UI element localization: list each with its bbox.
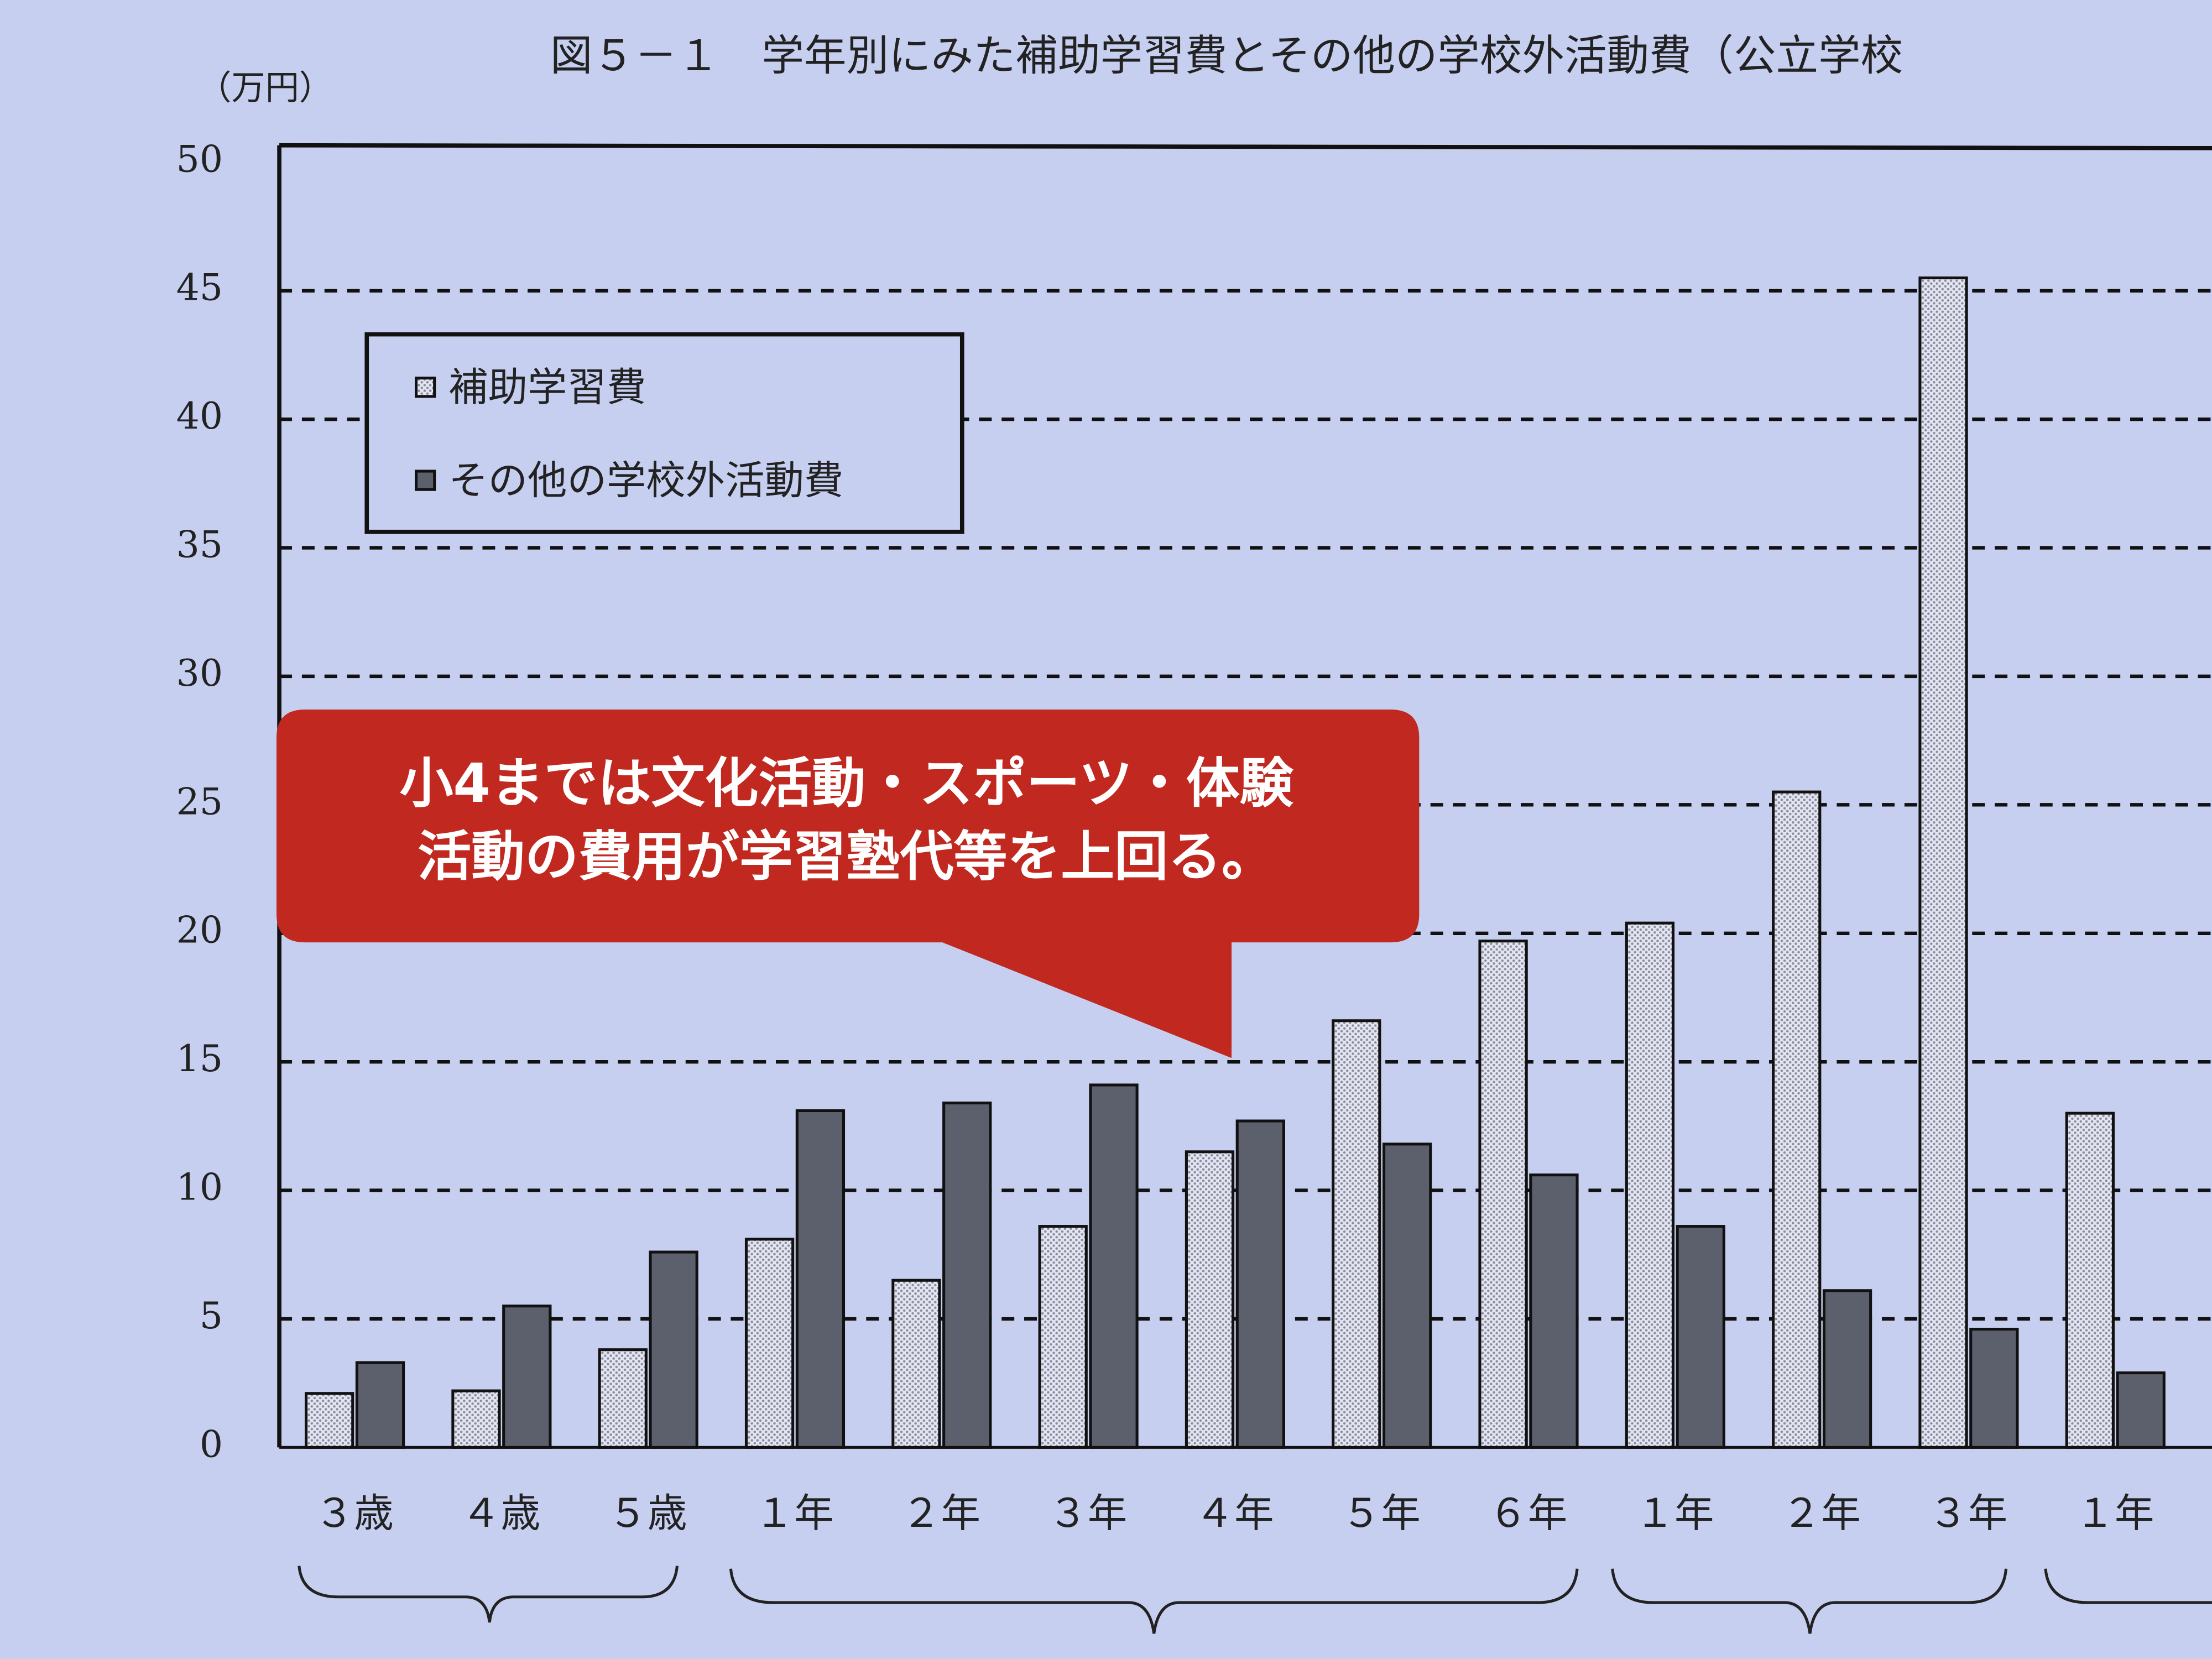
y-tick-label: 5 — [200, 1294, 223, 1337]
y-tick-label: 50 — [176, 137, 223, 180]
legend-label: その他の学校外活動費 — [448, 458, 843, 504]
y-tick-label: 20 — [176, 909, 223, 952]
x-tick-label: １年 — [755, 1490, 834, 1536]
x-tick-label: ３年 — [1928, 1490, 2007, 1536]
x-tick-label: ３年 — [1048, 1490, 1127, 1536]
x-tick-label: ６年 — [1488, 1490, 1567, 1536]
x-tick-label: ４年 — [1195, 1490, 1274, 1536]
group-braces — [298, 1566, 2212, 1634]
x-tick-label: １年 — [2075, 1490, 2154, 1536]
bar — [1625, 921, 1675, 1449]
bar — [1772, 790, 1822, 1449]
bar — [1382, 1142, 1432, 1449]
y-tick-label: 30 — [176, 651, 223, 695]
x-tick-label: ２年 — [901, 1490, 980, 1536]
callout-box — [276, 709, 1420, 1058]
x-tick-label: ５年 — [1342, 1490, 1421, 1536]
bar — [1185, 1150, 1235, 1449]
legend-box — [364, 332, 964, 534]
callout-text: 活動の費用が学習塾代等を上回る。 — [418, 825, 1275, 888]
bar — [451, 1389, 501, 1449]
x-tick-label: ５歳 — [608, 1490, 687, 1536]
y-tick-label: 40 — [176, 394, 223, 437]
x-tick-label: ３歳 — [315, 1490, 394, 1536]
bar — [1235, 1119, 1285, 1449]
bar — [1676, 1225, 1725, 1449]
bar — [502, 1305, 552, 1449]
chart-title: 図５－１ 学年別にみた補助学習費とその他の学校外活動費（公立学校 — [550, 32, 1903, 81]
legend-swatch — [415, 377, 436, 398]
bar — [1478, 940, 1528, 1449]
bar — [1332, 1019, 1381, 1449]
y-tick-label: 25 — [176, 780, 223, 823]
bar — [2116, 1371, 2166, 1449]
legend-swatch — [415, 469, 436, 491]
bar — [942, 1101, 992, 1449]
callout-text: 小4までは文化活動・スポーツ・体験 — [399, 752, 1293, 815]
bar — [1969, 1327, 2019, 1449]
bar — [1529, 1173, 1579, 1449]
bar — [1089, 1083, 1139, 1449]
y-tick-label: 0 — [200, 1422, 223, 1465]
bar — [1822, 1289, 1872, 1449]
y-tick-label: 10 — [176, 1166, 223, 1209]
bar — [1038, 1225, 1088, 1449]
x-tick-label: １年 — [1635, 1490, 1714, 1536]
bar — [744, 1238, 795, 1449]
y-unit: （万円） — [197, 68, 333, 107]
y-tick-label: 35 — [176, 523, 223, 566]
bar — [649, 1250, 698, 1449]
legend-label: 補助学習費 — [448, 364, 646, 410]
bar — [355, 1361, 405, 1449]
bar — [891, 1279, 941, 1449]
x-tick-label: ２年 — [1782, 1490, 1861, 1536]
x-tick-label: ４歳 — [461, 1490, 540, 1536]
bar — [795, 1109, 846, 1449]
bar — [598, 1348, 648, 1449]
bar — [305, 1392, 354, 1449]
y-tick-label: 15 — [176, 1037, 223, 1080]
y-tick-label: 45 — [176, 266, 223, 309]
plot-top — [279, 143, 2212, 150]
bar — [1918, 276, 1968, 1449]
bar — [2065, 1112, 2115, 1449]
